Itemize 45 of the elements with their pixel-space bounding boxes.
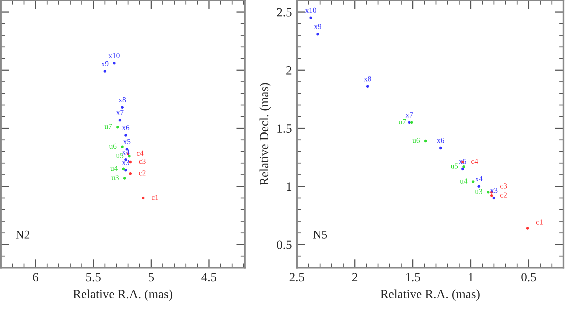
point — [487, 191, 490, 194]
point — [492, 196, 496, 200]
point — [310, 16, 312, 20]
point — [113, 62, 116, 65]
y-tick-label: 1 — [287, 182, 292, 191]
point — [462, 168, 464, 171]
point — [118, 118, 122, 122]
y-tick-label: 2 — [286, 66, 292, 75]
x-tick-label: 4.5 — [202, 273, 217, 282]
point — [410, 121, 414, 124]
point — [129, 172, 132, 176]
y-tick-label: 2.5 — [277, 8, 292, 17]
x-tick-label: 6 — [33, 273, 39, 282]
x-tick-label: 5 — [149, 273, 154, 282]
point — [490, 194, 494, 198]
y-tick-label: 1.5 — [278, 124, 292, 134]
point — [462, 165, 466, 168]
x-tick-label: 5.5 — [86, 273, 101, 282]
x-tick-label: 1 — [468, 273, 474, 282]
x-tick-label: 0.5 — [522, 273, 536, 282]
point — [316, 32, 320, 36]
x-tick-label: 2 — [352, 273, 358, 282]
point — [478, 185, 481, 188]
point — [124, 168, 128, 172]
point — [142, 196, 145, 200]
point — [439, 146, 442, 150]
point — [366, 85, 370, 88]
annotation: N2 — [16, 230, 30, 239]
x-axis-title: Relative R.A. (mas) — [380, 290, 480, 302]
x-axis-title: Relative R.A. (mas) — [73, 290, 173, 302]
point — [122, 168, 126, 171]
y-tick-label: 0.5 — [277, 240, 292, 250]
point — [526, 227, 530, 230]
point — [104, 70, 107, 73]
point — [124, 134, 128, 137]
point — [424, 140, 428, 143]
point — [123, 177, 126, 180]
point — [472, 180, 475, 184]
point — [121, 106, 124, 109]
x-tick-label: 1.5 — [406, 273, 420, 282]
annotation: N5 — [313, 231, 328, 239]
y-axis-title: Relative Decl. (mas) — [260, 83, 272, 186]
point — [116, 126, 120, 129]
point — [128, 155, 131, 158]
point — [121, 146, 124, 148]
